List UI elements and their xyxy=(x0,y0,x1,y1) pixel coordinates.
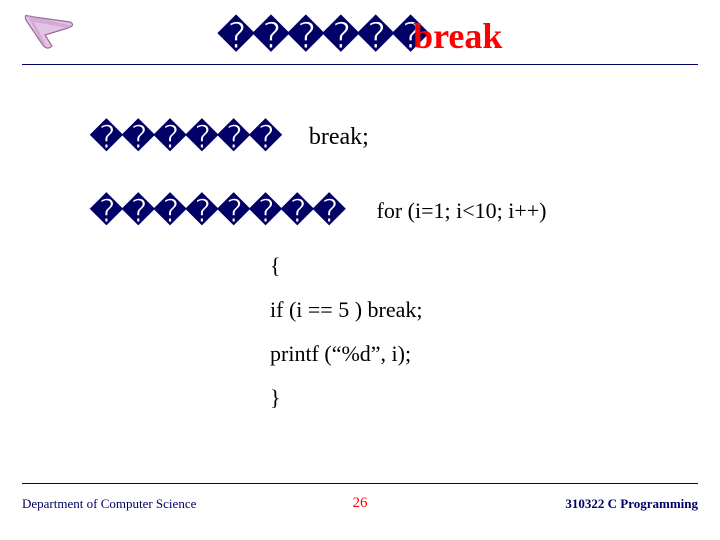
slide-title: ������ break xyxy=(0,15,720,57)
for-loop-text: for (i=1; i<10; i++) xyxy=(377,198,547,223)
code-open-brace: { xyxy=(270,244,423,288)
placeholder-glyphs-1: ������ xyxy=(90,119,281,155)
footer-course: 310322 C Programming xyxy=(565,496,698,512)
placeholder-glyphs-2: �������� xyxy=(90,193,345,229)
title-break-keyword: break xyxy=(413,16,502,56)
code-block: { if (i == 5 ) break; printf (“%d”, i); … xyxy=(270,244,423,420)
code-printf: printf (“%d”, i); xyxy=(270,332,423,376)
code-if-break: if (i == 5 ) break; xyxy=(270,288,423,332)
code-close-brace: } xyxy=(270,376,423,420)
content-line-1: ������ break; xyxy=(90,118,369,156)
content-line-2: �������� for (i=1; i<10; i++) xyxy=(90,192,547,230)
break-statement-text: break; xyxy=(309,124,369,150)
footer-divider xyxy=(22,483,698,484)
title-underline xyxy=(22,64,698,65)
title-placeholder-glyphs: ������ xyxy=(218,16,427,56)
